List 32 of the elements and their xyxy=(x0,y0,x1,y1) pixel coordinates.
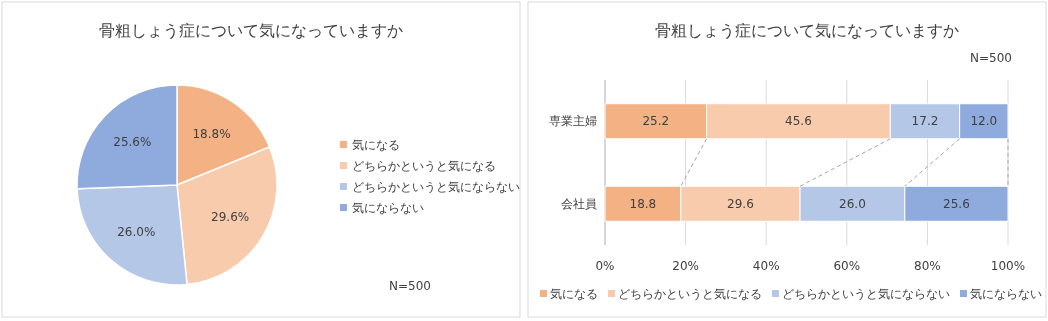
data-label: 25.6 xyxy=(943,196,970,211)
y-tick-label: 会社員 xyxy=(561,196,597,211)
chart-title: 骨粗しょう症について気になっていますか xyxy=(655,21,959,40)
data-label: 29.6 xyxy=(727,196,754,211)
legend-label: 気になる xyxy=(352,138,400,152)
x-tick-label: 40% xyxy=(752,259,780,273)
chart-title: 骨粗しょう症について気になっていますか xyxy=(99,21,403,40)
y-tick-label: 専業主婦 xyxy=(549,114,597,129)
legend-label: 気になる xyxy=(550,287,598,301)
legend-label: どちらかというと気にならない xyxy=(352,180,520,194)
text: N=500 xyxy=(970,51,1012,65)
legend-label: どちらかというと気になる xyxy=(352,159,496,173)
legend-label: 気にならない xyxy=(352,201,424,215)
data-label: 18.8% xyxy=(192,126,231,141)
legend-label: どちらかというと気にならない xyxy=(782,287,950,301)
data-label: 45.6 xyxy=(785,114,812,129)
data-label: 26.0 xyxy=(839,196,866,211)
x-tick-label: 80% xyxy=(914,259,941,273)
data-label: 12.0 xyxy=(970,114,998,129)
x-tick-label: 0% xyxy=(595,259,615,273)
data-label: 29.6% xyxy=(211,209,250,224)
legend-label: 気にならない xyxy=(970,287,1042,301)
x-tick-label: 60% xyxy=(833,259,861,273)
data-label: 18.8 xyxy=(629,196,657,211)
text: N=500 xyxy=(389,279,431,293)
data-label: 25.2 xyxy=(642,114,670,129)
data-label: 25.6% xyxy=(113,134,152,149)
data-label: 17.2 xyxy=(911,114,939,129)
x-tick-label: 100% xyxy=(990,259,1026,273)
legend-label: どちらかというと気になる xyxy=(618,287,762,301)
x-tick-label: 20% xyxy=(672,259,699,273)
data-label: 26.0% xyxy=(117,224,156,239)
